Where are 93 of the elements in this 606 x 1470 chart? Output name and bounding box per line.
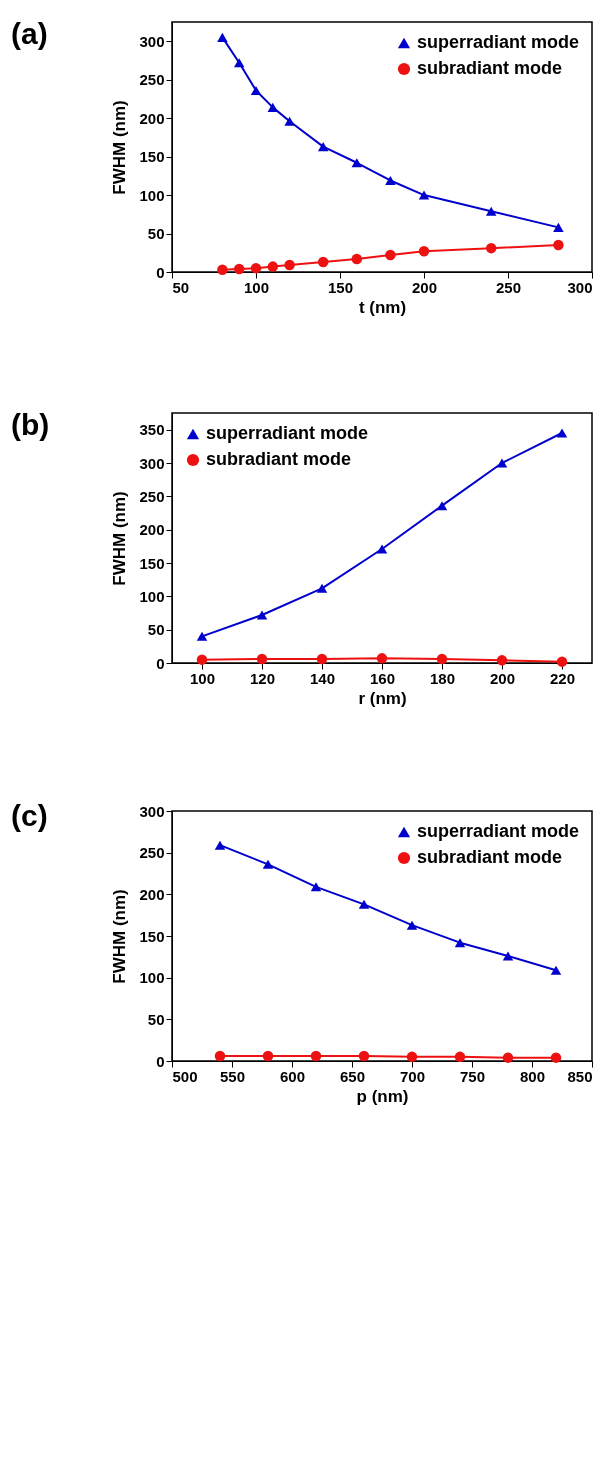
y-tick-label: 0 xyxy=(156,654,165,672)
y-tick-label: 200 xyxy=(139,521,165,539)
point xyxy=(553,239,564,251)
x-tick-label: 800 xyxy=(519,1067,546,1085)
x-tick-label: 50 xyxy=(172,278,190,296)
legend-label: subradiant mode xyxy=(417,847,563,867)
point xyxy=(196,654,208,665)
x-axis-title: t (nm) xyxy=(358,297,407,317)
point xyxy=(256,610,268,620)
x-tick-label: 220 xyxy=(549,669,576,687)
point xyxy=(553,222,564,232)
x-tick-label: 100 xyxy=(243,278,270,296)
point xyxy=(485,242,497,254)
x-tick-label: 200 xyxy=(411,278,438,296)
x-tick-label: 100 xyxy=(189,669,216,687)
y-tick-label: 0 xyxy=(156,1052,165,1070)
y-tick-label: 0 xyxy=(156,263,165,281)
point xyxy=(250,85,262,95)
point xyxy=(436,501,448,511)
y-tick-label: 200 xyxy=(139,109,165,127)
point xyxy=(496,655,508,666)
point xyxy=(284,259,295,271)
y-tick-label: 100 xyxy=(139,587,165,605)
point xyxy=(385,175,396,185)
point xyxy=(250,262,262,274)
legend-label: superradiant mode xyxy=(206,423,369,443)
legend-label: subradiant mode xyxy=(206,449,352,469)
point xyxy=(351,253,363,265)
x-tick-label: 300 xyxy=(567,278,593,296)
x-tick-label: 700 xyxy=(399,1067,426,1085)
x-tick-label: 120 xyxy=(249,669,276,687)
point xyxy=(351,158,363,168)
y-tick-label: 250 xyxy=(139,487,165,505)
y-tick-label: 300 xyxy=(139,454,165,472)
y-tick-label: 250 xyxy=(139,844,165,862)
point xyxy=(496,458,508,468)
y-axis-title: FWHM (nm) xyxy=(110,889,130,984)
y-tick-label: 50 xyxy=(147,225,165,243)
y-tick-label: 200 xyxy=(139,885,165,903)
chart-title: (c) xyxy=(10,799,48,832)
point xyxy=(316,583,328,593)
point xyxy=(556,428,568,438)
legend-label: superradiant mode xyxy=(417,821,580,841)
point xyxy=(196,631,208,641)
x-tick-label: 180 xyxy=(429,669,456,687)
x-tick-label: 200 xyxy=(489,669,516,687)
y-tick-label: 150 xyxy=(139,554,165,572)
point xyxy=(485,206,497,216)
point xyxy=(284,116,295,126)
y-tick-label: 300 xyxy=(139,32,165,50)
y-tick-label: 50 xyxy=(147,621,165,639)
y-tick-label: 100 xyxy=(139,186,165,204)
x-tick-label: 750 xyxy=(459,1067,486,1085)
x-tick-label: 850 xyxy=(567,1067,593,1085)
point xyxy=(217,32,228,42)
point xyxy=(317,256,329,268)
x-tick-label: 600 xyxy=(279,1067,306,1085)
x-tick-label: 650 xyxy=(339,1067,366,1085)
point xyxy=(317,142,329,152)
point xyxy=(556,656,568,667)
legend-label: subradiant mode xyxy=(417,58,563,78)
point xyxy=(418,246,430,257)
chart-title: (a) xyxy=(10,17,48,50)
x-tick-label: 250 xyxy=(495,278,522,296)
chart-title: (b) xyxy=(10,408,50,441)
point xyxy=(267,261,279,272)
y-tick-label: 250 xyxy=(139,71,165,89)
x-axis-title: r (nm) xyxy=(358,688,407,708)
point xyxy=(418,190,430,200)
point xyxy=(233,58,245,68)
x-tick-label: 160 xyxy=(369,669,396,687)
x-tick-label: 150 xyxy=(327,278,354,296)
point xyxy=(316,653,328,665)
y-tick-label: 300 xyxy=(139,802,165,820)
point xyxy=(217,264,228,275)
point xyxy=(233,263,245,275)
point xyxy=(436,653,448,665)
x-axis-title: p (nm) xyxy=(356,1086,409,1106)
y-tick-label: 150 xyxy=(139,148,165,166)
y-tick-label: 50 xyxy=(147,1010,165,1028)
x-tick-label: 140 xyxy=(309,669,336,687)
legend-label: superradiant mode xyxy=(417,32,580,52)
point xyxy=(256,653,268,665)
x-tick-label: 500 xyxy=(172,1067,198,1085)
y-tick-label: 350 xyxy=(139,421,165,439)
point xyxy=(376,653,388,664)
point xyxy=(385,249,396,261)
x-tick-label: 550 xyxy=(219,1067,246,1085)
y-axis-title: FWHM (nm) xyxy=(110,491,130,586)
y-tick-label: 150 xyxy=(139,927,165,945)
y-tick-label: 100 xyxy=(139,969,165,987)
point xyxy=(376,544,388,554)
y-axis-title: FWHM (nm) xyxy=(110,100,130,195)
